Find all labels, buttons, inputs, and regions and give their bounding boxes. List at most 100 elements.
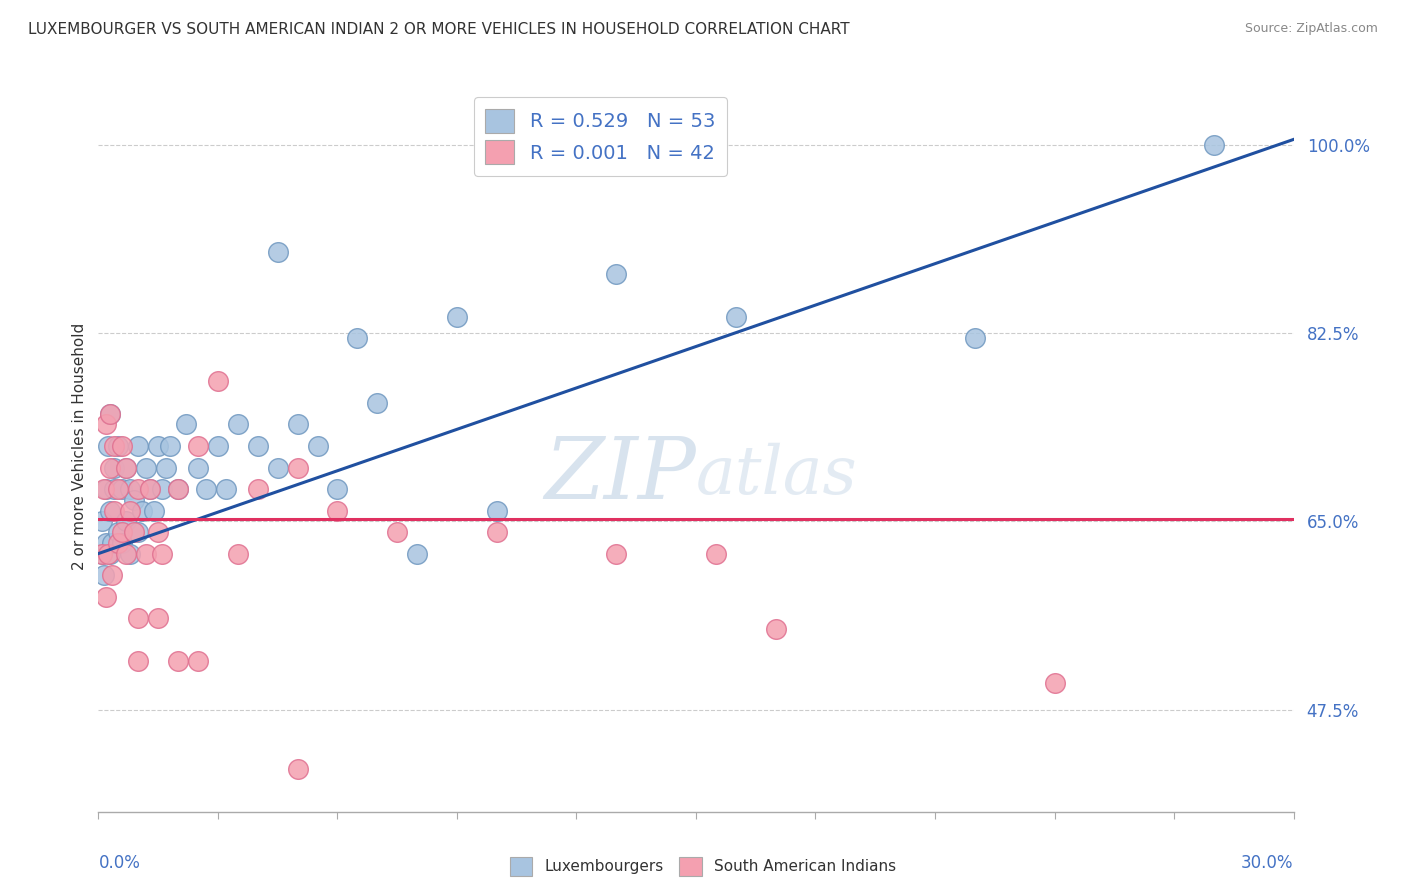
Point bbox=[143, 503, 166, 517]
Point bbox=[103, 503, 125, 517]
Point bbox=[187, 460, 209, 475]
Point bbox=[115, 547, 138, 561]
Point bbox=[287, 460, 309, 475]
Text: atlas: atlas bbox=[696, 442, 858, 508]
Point bbox=[207, 439, 229, 453]
Point bbox=[127, 611, 149, 625]
Point bbox=[97, 547, 120, 561]
Point bbox=[135, 547, 157, 561]
Point bbox=[605, 267, 627, 281]
Point bbox=[605, 547, 627, 561]
Point bbox=[226, 417, 249, 432]
Point bbox=[148, 524, 170, 539]
Point bbox=[155, 460, 177, 475]
Point bbox=[96, 482, 118, 496]
Point bbox=[124, 492, 146, 507]
Point bbox=[103, 439, 125, 453]
Point bbox=[120, 503, 142, 517]
Point bbox=[148, 439, 170, 453]
Text: 30.0%: 30.0% bbox=[1241, 855, 1294, 872]
Point bbox=[307, 439, 329, 453]
Point bbox=[1043, 675, 1066, 690]
Point bbox=[267, 460, 290, 475]
Point bbox=[98, 503, 122, 517]
Point bbox=[366, 396, 388, 410]
Point bbox=[96, 590, 118, 604]
Point bbox=[93, 482, 115, 496]
Point bbox=[111, 482, 134, 496]
Legend: R = 0.529   N = 53, R = 0.001   N = 42: R = 0.529 N = 53, R = 0.001 N = 42 bbox=[474, 97, 727, 176]
Point bbox=[326, 503, 349, 517]
Point bbox=[406, 547, 429, 561]
Point bbox=[115, 460, 138, 475]
Point bbox=[150, 482, 173, 496]
Point bbox=[226, 547, 249, 561]
Point bbox=[127, 654, 149, 668]
Point bbox=[127, 482, 149, 496]
Point bbox=[167, 654, 190, 668]
Point bbox=[93, 568, 115, 582]
Point bbox=[287, 762, 309, 776]
Point bbox=[326, 482, 349, 496]
Point bbox=[246, 482, 269, 496]
Point bbox=[120, 547, 142, 561]
Point bbox=[167, 482, 190, 496]
Point bbox=[107, 536, 129, 550]
Text: ZIP: ZIP bbox=[544, 434, 696, 516]
Y-axis label: 2 or more Vehicles in Household: 2 or more Vehicles in Household bbox=[72, 322, 87, 570]
Point bbox=[148, 611, 170, 625]
Point bbox=[98, 460, 122, 475]
Point bbox=[139, 482, 162, 496]
Point bbox=[246, 439, 269, 453]
Point bbox=[120, 482, 142, 496]
Point bbox=[91, 514, 114, 528]
Point bbox=[111, 439, 134, 453]
Point bbox=[215, 482, 238, 496]
Text: LUXEMBOURGER VS SOUTH AMERICAN INDIAN 2 OR MORE VEHICLES IN HOUSEHOLD CORRELATIO: LUXEMBOURGER VS SOUTH AMERICAN INDIAN 2 … bbox=[28, 22, 849, 37]
Point bbox=[97, 439, 120, 453]
Point bbox=[91, 547, 114, 561]
Point bbox=[115, 514, 138, 528]
Point bbox=[267, 245, 290, 260]
Point bbox=[127, 524, 149, 539]
Point bbox=[1202, 137, 1225, 152]
Point bbox=[131, 503, 153, 517]
Point bbox=[287, 417, 309, 432]
Point bbox=[101, 536, 124, 550]
Point bbox=[150, 547, 173, 561]
Point bbox=[124, 524, 146, 539]
Point bbox=[704, 547, 727, 561]
Point bbox=[103, 460, 125, 475]
Point bbox=[127, 439, 149, 453]
Point bbox=[135, 460, 157, 475]
Point bbox=[111, 536, 134, 550]
Point bbox=[765, 622, 787, 636]
Point bbox=[98, 407, 122, 421]
Point bbox=[96, 417, 118, 432]
Point bbox=[98, 407, 122, 421]
Point bbox=[111, 524, 134, 539]
Point bbox=[724, 310, 747, 324]
Point bbox=[195, 482, 218, 496]
Point bbox=[139, 482, 162, 496]
Point bbox=[187, 654, 209, 668]
Point bbox=[207, 375, 229, 389]
Point bbox=[107, 482, 129, 496]
Point bbox=[107, 524, 129, 539]
Legend: Luxembourgers, South American Indians: Luxembourgers, South American Indians bbox=[503, 851, 903, 881]
Point bbox=[159, 439, 181, 453]
Point bbox=[103, 482, 125, 496]
Point bbox=[115, 460, 138, 475]
Point bbox=[485, 503, 508, 517]
Point bbox=[346, 331, 368, 345]
Point bbox=[167, 482, 190, 496]
Point bbox=[91, 547, 114, 561]
Point bbox=[485, 524, 508, 539]
Point bbox=[385, 524, 409, 539]
Point bbox=[101, 568, 124, 582]
Point bbox=[107, 439, 129, 453]
Point bbox=[174, 417, 197, 432]
Point bbox=[187, 439, 209, 453]
Point bbox=[96, 536, 118, 550]
Point bbox=[963, 331, 986, 345]
